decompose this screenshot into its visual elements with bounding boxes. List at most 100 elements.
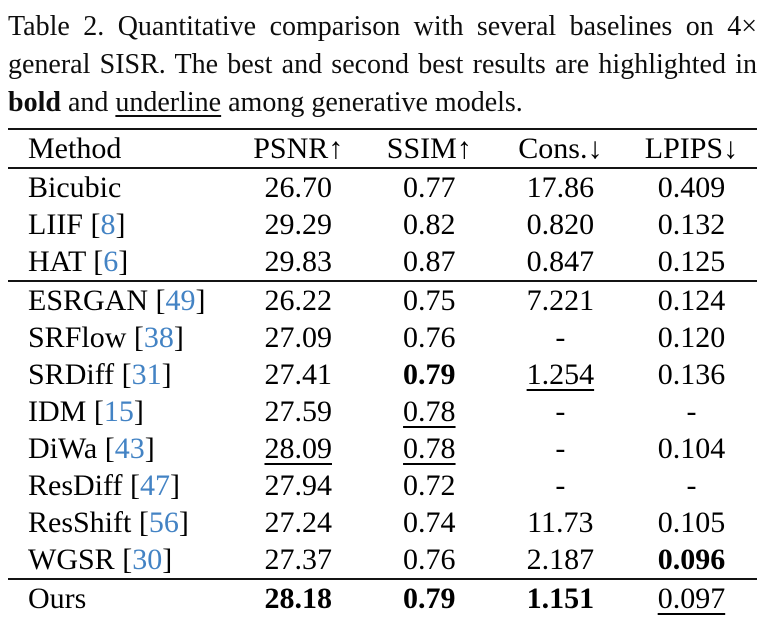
method-name: SRFlow bbox=[28, 320, 127, 354]
citation-link[interactable]: [38] bbox=[126, 320, 184, 354]
metric-value: 0.104 bbox=[657, 431, 726, 465]
header-ssim: SSIM↑ bbox=[386, 131, 472, 165]
method-name: Bicubic bbox=[28, 170, 122, 204]
metric-value: 0.78 bbox=[403, 431, 456, 465]
method-cell: Bicubic bbox=[8, 168, 233, 206]
citation-number: 6 bbox=[103, 244, 119, 278]
citation-number: 8 bbox=[100, 207, 116, 241]
metric-value: - bbox=[686, 468, 697, 502]
table-row: ESRGAN [49] 26.22 0.75 7.221 0.124 bbox=[8, 281, 757, 319]
value-cell: 0.72 bbox=[364, 467, 495, 504]
value-cell: - bbox=[626, 467, 757, 504]
value-cell: 2.187 bbox=[495, 541, 626, 579]
citation-link[interactable]: [56] bbox=[131, 505, 189, 539]
value-cell: 0.79 bbox=[364, 356, 495, 393]
metric-value: - bbox=[555, 468, 566, 502]
method-cell: HAT [6] bbox=[8, 243, 233, 281]
metric-value: - bbox=[686, 394, 697, 428]
header-psnr: PSNR↑ bbox=[253, 131, 344, 165]
value-cell: 27.59 bbox=[233, 393, 364, 430]
value-cell: 0.78 bbox=[364, 393, 495, 430]
method-name: HAT bbox=[28, 244, 86, 278]
citation-link[interactable]: [31] bbox=[114, 357, 172, 391]
caption-bold-word: bold bbox=[8, 87, 61, 118]
value-cell: 0.77 bbox=[364, 168, 495, 206]
metric-value: 27.94 bbox=[264, 468, 332, 502]
caption-tail-text: among generative models. bbox=[221, 87, 523, 118]
citation-number: 38 bbox=[143, 320, 174, 354]
value-cell: 0.82 bbox=[364, 206, 495, 243]
results-table: Method PSNR↑ SSIM↑ Cons.↓ LPIPS↓ Bicubic… bbox=[8, 128, 757, 617]
value-cell: 28.18 bbox=[233, 579, 364, 617]
value-cell: 29.29 bbox=[233, 206, 364, 243]
metric-value: 0.76 bbox=[403, 320, 456, 354]
value-cell: - bbox=[495, 319, 626, 356]
metric-value: 0.87 bbox=[403, 244, 456, 278]
method-name: IDM bbox=[28, 394, 87, 428]
caption-text-1: Table 2. Quantitative comparison with se… bbox=[8, 11, 757, 42]
citation-link[interactable]: [6] bbox=[85, 244, 129, 278]
metric-value: - bbox=[555, 431, 566, 465]
metric-value: 26.22 bbox=[264, 283, 332, 317]
value-cell: 26.22 bbox=[233, 281, 364, 319]
metric-value: 29.29 bbox=[264, 207, 332, 241]
value-cell: 0.87 bbox=[364, 243, 495, 281]
citation-number: 56 bbox=[148, 505, 179, 539]
citation-link[interactable]: [30] bbox=[114, 542, 173, 576]
metric-value: 27.59 bbox=[264, 394, 332, 428]
caption-line-2: general SISR. The best and second best r… bbox=[8, 46, 757, 84]
header-row: Method PSNR↑ SSIM↑ Cons.↓ LPIPS↓ bbox=[8, 129, 757, 168]
citation-link[interactable]: [47] bbox=[122, 468, 180, 502]
metric-value: 0.79 bbox=[403, 357, 456, 391]
metric-value: 0.77 bbox=[403, 170, 456, 204]
value-cell: 0.74 bbox=[364, 504, 495, 541]
metric-value: 0.76 bbox=[403, 542, 456, 576]
method-cell: ESRGAN [49] bbox=[8, 281, 233, 319]
metric-value: 0.78 bbox=[403, 394, 456, 428]
metric-value: 0.82 bbox=[403, 207, 456, 241]
method-cell: ResShift [56] bbox=[8, 504, 233, 541]
metric-value: 1.151 bbox=[526, 581, 595, 615]
metric-value: 0.132 bbox=[657, 207, 726, 241]
metric-value: 27.41 bbox=[264, 357, 332, 391]
metric-value: 7.221 bbox=[526, 283, 595, 317]
metric-value: 1.254 bbox=[526, 357, 595, 391]
table-row: DiWa [43] 28.09 0.78 - 0.104 bbox=[8, 430, 757, 467]
citation-link[interactable]: [8] bbox=[83, 207, 126, 241]
value-cell: - bbox=[495, 430, 626, 467]
value-cell: 0.79 bbox=[364, 579, 495, 617]
citation-link[interactable]: [49] bbox=[148, 283, 206, 317]
citation-number: 31 bbox=[131, 357, 162, 391]
value-cell: 27.94 bbox=[233, 467, 364, 504]
value-cell: 27.09 bbox=[233, 319, 364, 356]
value-cell: - bbox=[495, 393, 626, 430]
citation-link[interactable]: [15] bbox=[86, 394, 144, 428]
table-row: ResShift [56] 27.24 0.74 11.73 0.105 bbox=[8, 504, 757, 541]
header-cons: Cons.↓ bbox=[518, 131, 603, 165]
metric-value: 28.18 bbox=[264, 581, 332, 615]
table-row: IDM [15] 27.59 0.78 - - bbox=[8, 393, 757, 430]
value-cell: 0.132 bbox=[626, 206, 757, 243]
metric-value: 27.24 bbox=[264, 505, 332, 539]
value-cell: 26.70 bbox=[233, 168, 364, 206]
metric-value: - bbox=[555, 394, 566, 428]
metric-value: 0.120 bbox=[657, 320, 726, 354]
table-row: SRDiff [31] 27.41 0.79 1.254 0.136 bbox=[8, 356, 757, 393]
citation-number: 15 bbox=[103, 394, 134, 428]
metric-value: 0.820 bbox=[526, 207, 595, 241]
value-cell: 1.151 bbox=[495, 579, 626, 617]
metric-value: 0.105 bbox=[657, 505, 726, 539]
header-lpips: LPIPS↓ bbox=[644, 131, 739, 165]
metric-value: 0.097 bbox=[657, 581, 726, 615]
method-name: WGSR bbox=[28, 542, 115, 576]
metric-value: 0.096 bbox=[657, 542, 726, 576]
value-cell: 27.24 bbox=[233, 504, 364, 541]
table-header: Method PSNR↑ SSIM↑ Cons.↓ LPIPS↓ bbox=[8, 129, 757, 168]
citation-link[interactable]: [43] bbox=[97, 431, 155, 465]
metric-value: 0.125 bbox=[657, 244, 726, 278]
citation-number: 43 bbox=[114, 431, 145, 465]
caption-underline-word: underline bbox=[115, 87, 222, 118]
method-name: LIIF bbox=[28, 207, 83, 241]
value-cell: 0.105 bbox=[626, 504, 757, 541]
method-cell: DiWa [43] bbox=[8, 430, 233, 467]
